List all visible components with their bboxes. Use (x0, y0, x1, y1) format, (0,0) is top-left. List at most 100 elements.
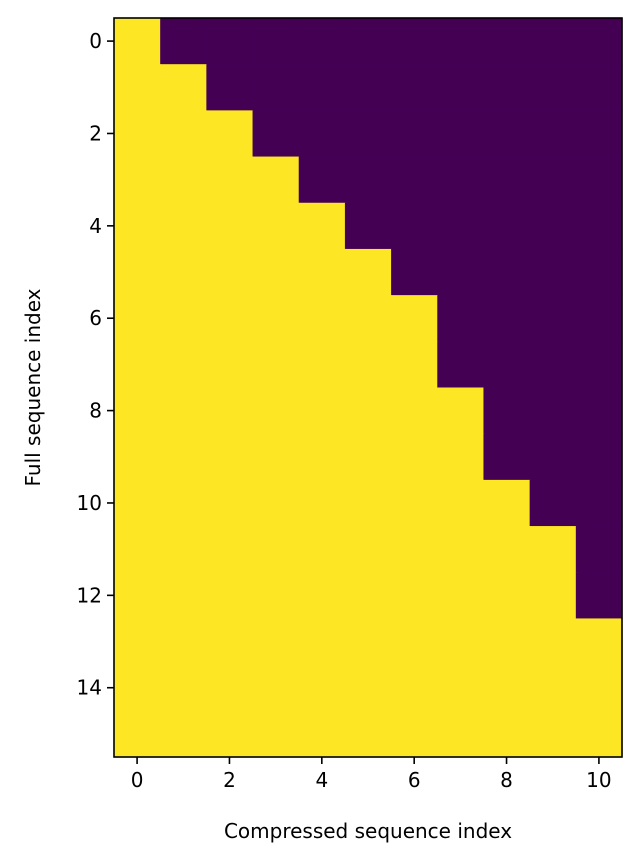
heatmap-cell (437, 156, 485, 204)
heatmap-cell (252, 664, 300, 712)
heatmap-cell (437, 341, 485, 389)
heatmap-cell (437, 295, 485, 342)
heatmap-cell (575, 110, 623, 158)
heatmap-cell (483, 618, 531, 666)
heatmap-cell (437, 18, 485, 65)
heatmap-cell (529, 433, 577, 481)
heatmap-cell (529, 341, 577, 389)
heatmap-cell (114, 248, 161, 296)
heatmap-cell (298, 341, 346, 389)
heatmap-cell (529, 202, 577, 250)
heatmap-cell (575, 433, 623, 481)
heatmap-cell (344, 433, 392, 481)
heatmap-cell (298, 295, 346, 342)
heatmap-cell (114, 664, 161, 712)
heatmap-cell (391, 341, 438, 389)
heatmap-cell (160, 295, 207, 342)
heatmap-cell (252, 64, 300, 111)
heatmap-cell (437, 710, 485, 758)
heatmap-cell (298, 479, 346, 527)
heatmap-cell (160, 64, 207, 111)
heatmap-cell (206, 526, 254, 573)
heatmap-cell (160, 341, 207, 389)
heatmap-cell (160, 710, 207, 758)
x-tick-label: 8 (500, 768, 513, 792)
heatmap-cell (437, 64, 485, 111)
heatmap-cell (529, 526, 577, 573)
heatmap-cell (298, 156, 346, 204)
heatmap-cell (529, 248, 577, 296)
heatmap-cell (529, 618, 577, 666)
plot-frame (113, 17, 623, 758)
heatmap-cell (391, 387, 438, 435)
heatmap-cell (575, 156, 623, 204)
heatmap-cell (575, 618, 623, 666)
heatmap-cell (391, 572, 438, 620)
heatmap-cell (391, 18, 438, 65)
heatmap-cell (483, 156, 531, 204)
heatmap-cell (206, 479, 254, 527)
x-tick-label: 10 (586, 768, 611, 792)
x-tick-label: 6 (408, 768, 421, 792)
heatmap-cell (483, 110, 531, 158)
heatmap-cell (114, 526, 161, 573)
heatmap-cell (206, 433, 254, 481)
heatmap-cell (483, 526, 531, 573)
heatmap-cell (391, 664, 438, 712)
heatmap-cell (575, 64, 623, 111)
heatmap-cell (344, 202, 392, 250)
heatmap-cell (206, 387, 254, 435)
heatmap-cell (114, 110, 161, 158)
heatmap-cell (160, 664, 207, 712)
heatmap-cell (160, 526, 207, 573)
heatmap-cell (298, 387, 346, 435)
heatmap-cell (206, 295, 254, 342)
y-axis-label: Full sequence index (21, 288, 45, 486)
heatmap-cell (298, 18, 346, 65)
heatmap-cell (206, 664, 254, 712)
heatmap-cell (344, 572, 392, 620)
x-tick-label: 2 (223, 768, 236, 792)
heatmap-cell (206, 618, 254, 666)
heatmap-cell (298, 572, 346, 620)
heatmap-cell (114, 433, 161, 481)
heatmap-cell (483, 202, 531, 250)
heatmap-cell (391, 248, 438, 296)
heatmap-cell (160, 572, 207, 620)
heatmap-cell (252, 248, 300, 296)
heatmap-cell (391, 618, 438, 666)
heatmap-cell (529, 156, 577, 204)
heatmap-cell (114, 479, 161, 527)
heatmap-cell (575, 295, 623, 342)
heatmap-cell (298, 248, 346, 296)
heatmap-cell (160, 110, 207, 158)
heatmap-cell (206, 202, 254, 250)
heatmap-cell (483, 664, 531, 712)
heatmap-cell (114, 341, 161, 389)
heatmap-cell (206, 110, 254, 158)
heatmap-cell (437, 248, 485, 296)
heatmap-cell (160, 618, 207, 666)
heatmap-cell (575, 341, 623, 389)
heatmap-cell (344, 664, 392, 712)
heatmap-cell (206, 64, 254, 111)
heatmap-cell (529, 64, 577, 111)
heatmap-cell (114, 156, 161, 204)
heatmap-cell (344, 248, 392, 296)
heatmap-cell (391, 526, 438, 573)
heatmap-cell (437, 479, 485, 527)
y-axis-ticks: 0 2 4 6 8 10 12 14 (77, 29, 114, 700)
y-tick-label: 10 (77, 491, 102, 515)
x-axis-label: Compressed sequence index (224, 819, 512, 843)
heatmap-cell (252, 433, 300, 481)
heatmap-cell (252, 387, 300, 435)
heatmap-cell (344, 387, 392, 435)
heatmap-cell (206, 156, 254, 204)
x-tick-label: 4 (315, 768, 328, 792)
heatmap-cell (483, 433, 531, 481)
heatmap-cell (437, 110, 485, 158)
heatmap-cell (160, 479, 207, 527)
heatmap-cell (114, 618, 161, 666)
heatmap-cell (575, 479, 623, 527)
heatmap-cell (344, 710, 392, 758)
